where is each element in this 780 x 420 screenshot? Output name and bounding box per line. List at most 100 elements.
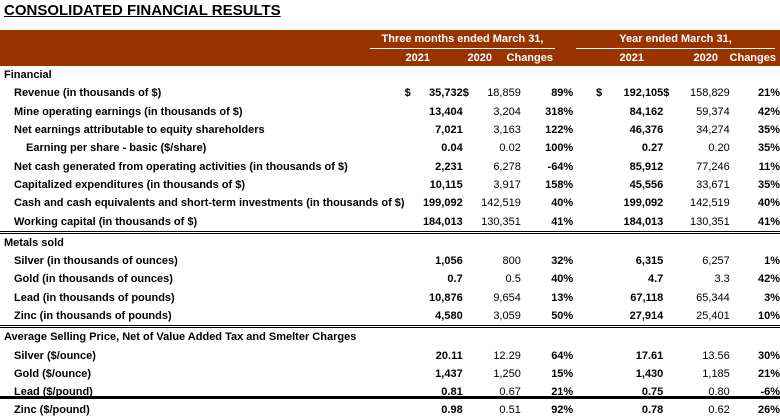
- value-y-2021: 199,092: [623, 197, 664, 210]
- value-y-2021: 0.27: [641, 142, 664, 155]
- value-y-2020: 0.20: [708, 142, 730, 155]
- value-y-2020: 3.3: [714, 273, 730, 286]
- value-3m-change: 318%: [545, 105, 574, 118]
- currency-symbol: [463, 194, 474, 212]
- spacer: [573, 289, 596, 307]
- value-3m-2020: 3,204: [493, 105, 521, 118]
- currency-symbol: [405, 289, 414, 307]
- value-3m-change: 32%: [551, 255, 574, 268]
- value-y-2021: 17.61: [635, 349, 664, 362]
- table-row: Cash and cash equivalents and short-term…: [0, 194, 780, 212]
- currency-symbol: [596, 176, 607, 194]
- currency-symbol: [663, 346, 674, 364]
- currency-symbol: [663, 401, 674, 419]
- value-y-change: 21%: [757, 87, 780, 100]
- spacer: [573, 212, 597, 234]
- value-y-2021: 1,430: [635, 367, 664, 380]
- currency-symbol: [663, 365, 674, 383]
- value-3m-change: 89%: [551, 87, 574, 100]
- value-3m-2021: 0.7: [447, 273, 463, 286]
- value-y-change: 3%: [764, 291, 780, 304]
- year-header: Year ended March 31,: [576, 33, 775, 49]
- currency-symbol: [463, 157, 474, 175]
- spacer: [573, 365, 596, 383]
- row-label: Lead (in thousands of pounds): [14, 291, 175, 304]
- currency-symbol: [463, 401, 474, 419]
- value-3m-change: 40%: [551, 197, 574, 210]
- value-3m-2020: 12.29: [493, 349, 521, 362]
- currency-symbol: [663, 212, 674, 234]
- value-y-2020: 77,246: [696, 160, 730, 173]
- currency-symbol: [596, 121, 607, 139]
- row-label: Net cash generated from operating activi…: [14, 160, 348, 173]
- currency-symbol: [463, 176, 474, 194]
- spacer: [573, 401, 596, 419]
- section-label: Average Selling Price, Net of Value Adde…: [4, 331, 357, 344]
- value-y-change: 40%: [757, 197, 780, 210]
- row-label: Earning per share - basic ($/share): [26, 142, 207, 155]
- currency-symbol: [404, 212, 414, 234]
- col-3m-2020: 2020: [467, 52, 492, 64]
- spacer: [573, 270, 596, 288]
- currency-symbol: [463, 121, 474, 139]
- value-y-change: 30%: [757, 349, 780, 362]
- value-y-change: 35%: [757, 124, 780, 137]
- value-y-change: 26%: [757, 404, 780, 417]
- value-3m-2021: 35,732: [429, 87, 463, 100]
- value-y-2021: 192,105: [623, 87, 664, 100]
- currency-symbol: [663, 157, 674, 175]
- value-y-2020: 13.56: [702, 349, 730, 362]
- value-y-change: 42%: [757, 273, 780, 286]
- currency-symbol: [463, 103, 474, 121]
- value-3m-2021: 0.81: [441, 386, 463, 399]
- table-row: Working capital (in thousands of $) 184,0…: [0, 212, 780, 234]
- value-3m-change: 64%: [551, 349, 574, 362]
- value-3m-2020: 0.02: [499, 142, 521, 155]
- value-3m-2021: 10,876: [429, 291, 463, 304]
- row-label: Zinc ($/pound): [14, 404, 90, 417]
- currency-symbol: [405, 121, 414, 139]
- value-y-2021: 46,376: [629, 124, 664, 137]
- row-label: Zinc (in thousands of pounds): [0, 306, 405, 329]
- value-3m-2021: 199,092: [422, 197, 463, 210]
- currency-symbol: [405, 139, 414, 157]
- currency-symbol: $: [404, 87, 411, 100]
- currency-symbol: [462, 212, 474, 234]
- currency-symbol: [596, 289, 607, 307]
- value-y-2021: 84,162: [629, 105, 664, 118]
- value-y-2021: 0.75: [641, 386, 664, 399]
- value-y-2020: 25,401: [673, 306, 730, 329]
- value-y-2021: 45,556: [629, 178, 664, 191]
- currency-symbol: [596, 270, 607, 288]
- table-row: Silver ($/ounce) 20.11 12.29 64% 17.61 13.56 3…: [0, 346, 780, 364]
- currency-symbol: [405, 401, 414, 419]
- currency-symbol: $: [596, 87, 603, 100]
- row-label: Mine operating earnings (in thousands of…: [14, 105, 243, 118]
- value-3m-2021: 0.98: [441, 404, 463, 417]
- value-y-change: 21%: [757, 367, 780, 380]
- value-y-change: 42%: [757, 105, 780, 118]
- value-3m-2020: 0.51: [499, 404, 521, 417]
- currency-symbol: [405, 194, 414, 212]
- value-y-2020: 1,185: [702, 367, 730, 380]
- value-3m-2021: 1,437: [435, 367, 463, 380]
- value-y-2020: 158,829: [690, 87, 730, 100]
- currency-symbol: [663, 121, 674, 139]
- value-3m-2021: 4,580: [413, 306, 463, 329]
- value-3m-change: 13%: [551, 291, 574, 304]
- value-3m-2021: 20.11: [435, 349, 463, 362]
- value-3m-2021: 13,404: [429, 105, 463, 118]
- value-3m-change: 92%: [551, 404, 574, 417]
- currency-symbol: [596, 194, 607, 212]
- currency-symbol: [596, 139, 607, 157]
- table-header: Three months ended March 31, Year ended …: [0, 30, 780, 66]
- table-row: Silver (in thousands of ounces) 1,056 800 3…: [0, 252, 780, 270]
- section-header: Metals sold: [0, 232, 780, 252]
- row-label: Net earnings attributable to equity shar…: [14, 124, 265, 137]
- value-y-2021: 27,914: [606, 306, 664, 329]
- currency-symbol: [663, 139, 674, 157]
- value-y-2020: 59,374: [696, 105, 730, 118]
- currency-symbol: $: [462, 87, 469, 100]
- value-y-change: 11%: [758, 160, 780, 173]
- value-3m-2021: 10,115: [429, 178, 463, 191]
